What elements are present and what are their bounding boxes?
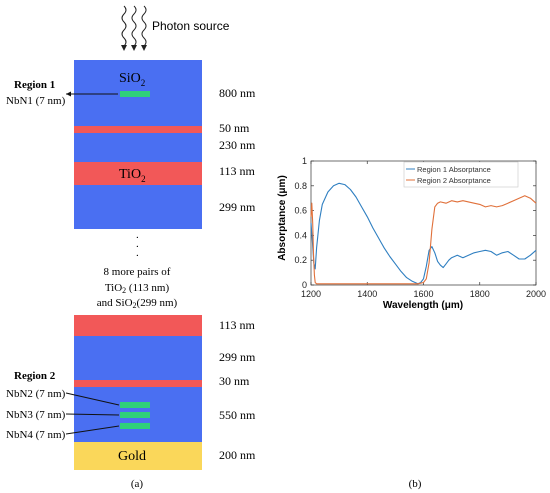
thickness-113nm-top: 113 nm bbox=[219, 164, 256, 178]
photon-source: Photon source bbox=[121, 5, 230, 51]
layer-113nm-bottom bbox=[74, 315, 202, 336]
y-tick-label-4: 0.8 bbox=[294, 181, 307, 191]
x-axis-label: Wavelength (μm) bbox=[383, 300, 463, 311]
thickness-30nm: 30 nm bbox=[219, 374, 250, 388]
photon-arrowhead-3 bbox=[141, 45, 147, 51]
layer-stack-bottom: Gold bbox=[74, 315, 202, 470]
layer-gold bbox=[74, 442, 202, 470]
y-tick-label-2: 0.4 bbox=[294, 230, 307, 240]
series-line-region1 bbox=[310, 182, 537, 285]
nbn2-pointer bbox=[65, 392, 120, 406]
thickness-200nm: 200 nm bbox=[219, 448, 256, 462]
gold-label: Gold bbox=[118, 449, 146, 464]
x-tick-label-3: 1800 bbox=[470, 289, 490, 299]
photon-wave-3 bbox=[141, 5, 147, 47]
x-tick-label-4: 2000 bbox=[526, 289, 546, 299]
thickness-299nm-bottom: 299 nm bbox=[219, 350, 256, 364]
nanowire-nbn2 bbox=[120, 402, 150, 408]
y-tick-label-3: 0.6 bbox=[294, 206, 307, 216]
legend-label-region2: Region 2 Absorptance bbox=[417, 176, 491, 185]
legend-label-region1: Region 1 Absorptance bbox=[417, 165, 491, 174]
nanowire-nbn1 bbox=[120, 91, 150, 97]
nbn2-label: NbN2 (7 nm) bbox=[6, 388, 66, 400]
middle-text-line3: and SiO2(299 nm) bbox=[97, 297, 178, 310]
x-tick-label-0: 1200 bbox=[301, 289, 321, 299]
photon-arrowhead-2 bbox=[131, 45, 137, 51]
y-tick-label-5: 1 bbox=[302, 156, 307, 166]
legend: Region 1 Absorptance Region 2 Absorptanc… bbox=[403, 161, 519, 188]
thickness-299nm-top: 299 nm bbox=[219, 200, 256, 214]
nbn1-arrowhead bbox=[66, 91, 71, 97]
absorptance-chart: 1200 1400 1600 1800 2000 0 0.2 0.4 0.6 0.8 1 Absor… bbox=[277, 156, 546, 311]
nanowire-nbn3 bbox=[120, 412, 150, 418]
nanowire-nbn4 bbox=[120, 423, 150, 429]
layer-230nm bbox=[74, 133, 202, 162]
caption-b: (b) bbox=[409, 478, 422, 490]
layer-stack-top: SiO2 TiO2 bbox=[74, 60, 202, 229]
layer-50nm bbox=[74, 126, 202, 133]
thickness-550nm: 550 nm bbox=[219, 408, 256, 422]
nbn3-pointer bbox=[65, 413, 120, 416]
nbn4-label: NbN4 (7 nm) bbox=[6, 429, 66, 441]
y-axis-label: Absorptance (μm) bbox=[277, 175, 288, 261]
caption-a: (a) bbox=[131, 478, 144, 490]
x-tick-label-2: 1600 bbox=[413, 289, 433, 299]
photon-wave-1 bbox=[121, 5, 127, 47]
nbn4-pointer bbox=[65, 425, 120, 435]
x-tick-label-1: 1400 bbox=[357, 289, 377, 299]
ellipsis-dot-1: . bbox=[136, 229, 139, 241]
photon-label: Photon source bbox=[152, 19, 230, 33]
region1-title: Region 1 bbox=[14, 79, 55, 91]
photon-arrowhead-1 bbox=[121, 45, 127, 51]
nbn1-label: NbN1 (7 nm) bbox=[6, 95, 66, 107]
nbn3-label: NbN3 (7 nm) bbox=[6, 409, 66, 421]
layer-30nm bbox=[74, 380, 202, 387]
thickness-113nm-bottom: 113 nm bbox=[219, 318, 256, 332]
middle-text-line1: 8 more pairs of bbox=[104, 266, 171, 278]
region2-title: Region 2 bbox=[14, 370, 56, 382]
middle-text-line2: TiO2 (113 nm) bbox=[105, 282, 170, 295]
tio2-label: TiO2 bbox=[119, 167, 146, 184]
layer-299nm-top bbox=[74, 185, 202, 229]
legend-box bbox=[403, 161, 519, 188]
ellipsis-dot-2: . bbox=[136, 238, 139, 250]
photon-wave-2 bbox=[131, 5, 137, 47]
sio2-label: SiO2 bbox=[119, 71, 145, 88]
y-tick-label-0: 0 bbox=[302, 280, 307, 290]
series-line-region2 bbox=[310, 195, 537, 285]
layer-tio2 bbox=[74, 162, 202, 185]
layer-299nm-bottom bbox=[74, 336, 202, 380]
ellipsis-dot-3: . bbox=[136, 247, 139, 259]
thickness-230nm: 230 nm bbox=[219, 138, 256, 152]
y-tick-label-1: 0.2 bbox=[294, 255, 307, 265]
thickness-800nm: 800 nm bbox=[219, 86, 256, 100]
thickness-50nm: 50 nm bbox=[219, 121, 250, 135]
